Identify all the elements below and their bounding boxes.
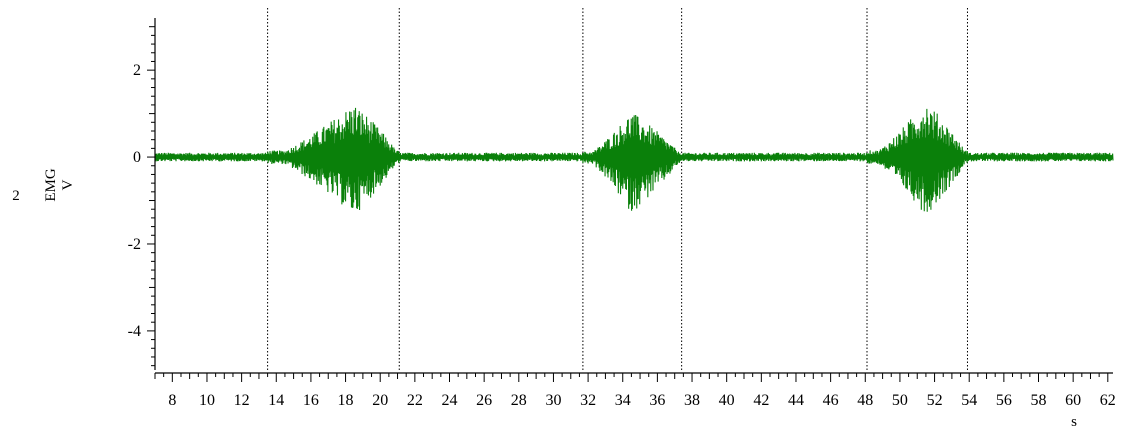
x-tick-label: 42 bbox=[753, 392, 769, 409]
emg-signal-line bbox=[154, 107, 1114, 212]
y-axis-title: EMG bbox=[43, 168, 59, 202]
x-axis-unit: s bbox=[1071, 414, 1077, 429]
y-tick-label: 0 bbox=[133, 149, 141, 166]
x-tick-label: 48 bbox=[857, 392, 873, 409]
y-tick-label: -4 bbox=[128, 323, 141, 340]
emg-signal-series bbox=[154, 107, 1114, 212]
x-tick-label: 60 bbox=[1065, 392, 1081, 409]
x-tick-label: 62 bbox=[1100, 392, 1116, 409]
x-tick-label: 8 bbox=[168, 392, 176, 409]
x-tick-label: 26 bbox=[476, 392, 492, 409]
y-tick-label: 2 bbox=[133, 62, 141, 79]
x-tick-label: 14 bbox=[268, 392, 284, 409]
x-tick-label: 54 bbox=[961, 392, 977, 409]
y-tick-label: -2 bbox=[128, 236, 141, 253]
y-axis-labels: 2 EMG V bbox=[12, 168, 76, 204]
x-tick-label: 28 bbox=[511, 392, 527, 409]
y-axis-unit: V bbox=[60, 179, 76, 190]
x-tick-label: 34 bbox=[615, 392, 631, 409]
x-tick-label: 22 bbox=[407, 392, 423, 409]
x-tick-label: 16 bbox=[303, 392, 319, 409]
x-tick-label: 10 bbox=[199, 392, 215, 409]
x-tick-label: 58 bbox=[1031, 392, 1047, 409]
x-tick-label: 40 bbox=[719, 392, 735, 409]
x-tick-label: 12 bbox=[234, 392, 250, 409]
x-tick-label: 18 bbox=[338, 392, 354, 409]
x-axis: 8 10 12 14 16 18 20 22 24 26 28 30 32 34 36 38 40 42 44 46 4… bbox=[154, 372, 1116, 409]
x-tick-label: 32 bbox=[580, 392, 596, 409]
x-tick-label: 30 bbox=[545, 392, 561, 409]
x-tick-label: 56 bbox=[996, 392, 1012, 409]
x-tick-label: 36 bbox=[649, 392, 665, 409]
x-tick-label: 38 bbox=[684, 392, 700, 409]
event-markers bbox=[267, 8, 968, 370]
y-axis: 2 0 -2 -4 bbox=[128, 18, 156, 370]
x-tick-label: 50 bbox=[892, 392, 908, 409]
x-tick-label: 24 bbox=[442, 392, 458, 409]
channel-number: 2 bbox=[12, 188, 20, 204]
x-tick-label: 46 bbox=[823, 392, 839, 409]
x-tick-label: 20 bbox=[372, 392, 388, 409]
x-tick-label: 52 bbox=[927, 392, 943, 409]
x-tick-label: 44 bbox=[788, 392, 804, 409]
